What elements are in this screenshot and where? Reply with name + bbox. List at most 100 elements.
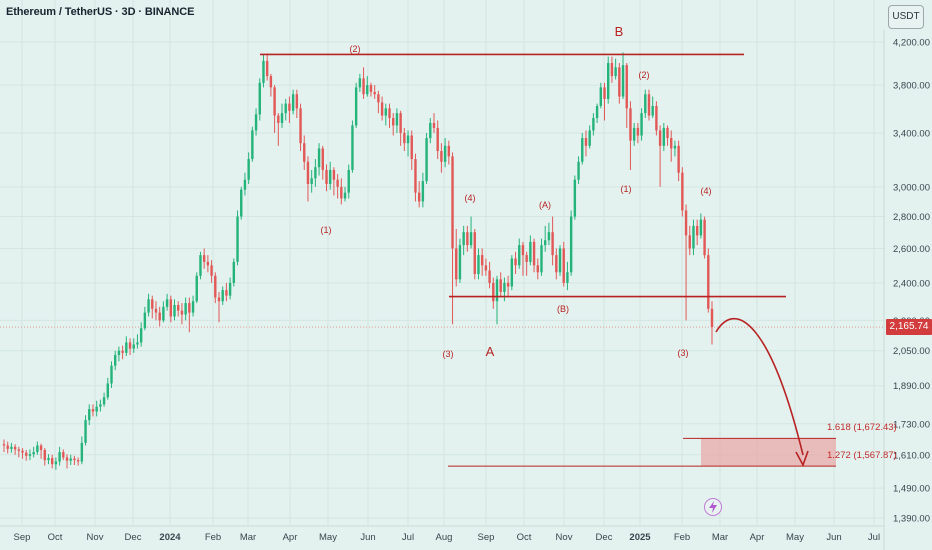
x-tick-label: Sep xyxy=(478,532,495,543)
candle-body xyxy=(403,132,406,144)
candle-body xyxy=(69,458,72,461)
candle-body xyxy=(284,103,287,114)
candle-body xyxy=(395,113,399,126)
candle-body xyxy=(510,258,514,287)
candle-body xyxy=(614,67,617,77)
candle-body xyxy=(458,245,462,280)
candle-body xyxy=(655,105,658,131)
candle-body xyxy=(551,232,554,256)
candle-body xyxy=(262,60,265,83)
candle-body xyxy=(710,308,714,328)
x-tick-label: 2024 xyxy=(159,532,181,543)
candle-body xyxy=(658,130,662,146)
candle-body xyxy=(555,255,558,273)
x-tick-label: Aug xyxy=(436,532,453,543)
candle-body xyxy=(562,248,565,283)
fib-label-1618: 1.618 (1,672.43) xyxy=(827,422,897,433)
y-tick-label: 4,200.00 xyxy=(893,38,930,49)
candle-body xyxy=(91,409,95,412)
y-tick-label: 1,390.00 xyxy=(893,514,930,525)
candle-body xyxy=(10,446,13,449)
candle-body xyxy=(113,354,117,366)
candle-body xyxy=(525,255,528,262)
fib-label-1272: 1.272 (1,567.87) xyxy=(827,450,897,461)
candle-body xyxy=(328,169,332,184)
x-tick-label: Jun xyxy=(826,532,841,543)
currency-unit-button[interactable]: USDT xyxy=(888,5,924,29)
candles-layer xyxy=(2,52,714,470)
candle-body xyxy=(84,420,87,443)
candle-body xyxy=(681,172,684,211)
candle-body xyxy=(532,241,536,266)
y-tick-label: 3,000.00 xyxy=(893,182,930,193)
candle-body xyxy=(640,113,643,136)
candle-body xyxy=(169,299,173,317)
candle-body xyxy=(607,63,610,99)
candle-body xyxy=(314,167,317,179)
candle-body xyxy=(39,445,43,450)
x-tick-label: Dec xyxy=(596,532,613,543)
candle-body xyxy=(273,87,276,116)
candle-body xyxy=(380,102,384,116)
candle-body xyxy=(117,350,121,355)
candle-body xyxy=(666,127,669,139)
candle-body xyxy=(254,114,258,131)
x-tick-label: Feb xyxy=(674,532,690,543)
y-tick-label: 3,800.00 xyxy=(893,81,930,92)
candle-body xyxy=(358,78,362,88)
x-tick-label: Sep xyxy=(14,532,31,543)
candle-body xyxy=(154,308,158,313)
candle-body xyxy=(540,245,543,273)
candle-body xyxy=(258,82,261,115)
candle-body xyxy=(429,122,432,139)
candle-body xyxy=(443,145,447,162)
y-tick-label: 2,400.00 xyxy=(893,278,930,289)
candle-body xyxy=(299,108,302,144)
candle-body xyxy=(573,179,577,217)
wave-label: (3) xyxy=(678,348,689,358)
candle-body xyxy=(125,342,128,353)
candle-body xyxy=(280,113,284,123)
candle-body xyxy=(699,219,703,236)
candle-body xyxy=(310,178,313,184)
candle-body xyxy=(558,248,562,273)
candle-body xyxy=(73,458,76,461)
candle-body xyxy=(17,449,21,451)
candle-body xyxy=(651,105,654,116)
candle-body xyxy=(466,232,469,246)
lightning-event-icon[interactable] xyxy=(704,498,722,516)
candle-body xyxy=(165,299,169,307)
wave-label: A xyxy=(486,344,495,359)
candle-body xyxy=(265,60,269,77)
candle-body xyxy=(325,169,328,184)
projection-arrow xyxy=(715,317,804,456)
candle-body xyxy=(603,87,606,99)
candle-body xyxy=(621,65,625,97)
candle-body xyxy=(703,219,706,256)
candle-body xyxy=(136,342,139,345)
candle-body xyxy=(6,445,9,449)
candle-body xyxy=(340,186,343,199)
x-tick-label: Feb xyxy=(205,532,221,543)
candle-body xyxy=(670,138,673,149)
x-tick-label: Oct xyxy=(517,532,532,543)
candle-body xyxy=(480,255,484,266)
candle-body xyxy=(206,261,210,266)
x-tick-label: Apr xyxy=(750,532,765,543)
candle-body xyxy=(369,85,373,92)
candle-body xyxy=(506,282,510,287)
candle-body xyxy=(473,232,476,275)
candle-body xyxy=(162,306,165,321)
y-tick-label: 1,730.00 xyxy=(893,419,930,430)
candle-body xyxy=(269,76,273,88)
x-tick-label: Nov xyxy=(556,532,573,543)
chart-grid xyxy=(0,0,885,550)
candle-body xyxy=(228,282,232,296)
candle-body xyxy=(80,442,84,462)
candle-body xyxy=(236,216,239,262)
x-tick-label: Dec xyxy=(125,532,142,543)
candle-body xyxy=(106,383,109,398)
candle-body xyxy=(599,87,603,106)
